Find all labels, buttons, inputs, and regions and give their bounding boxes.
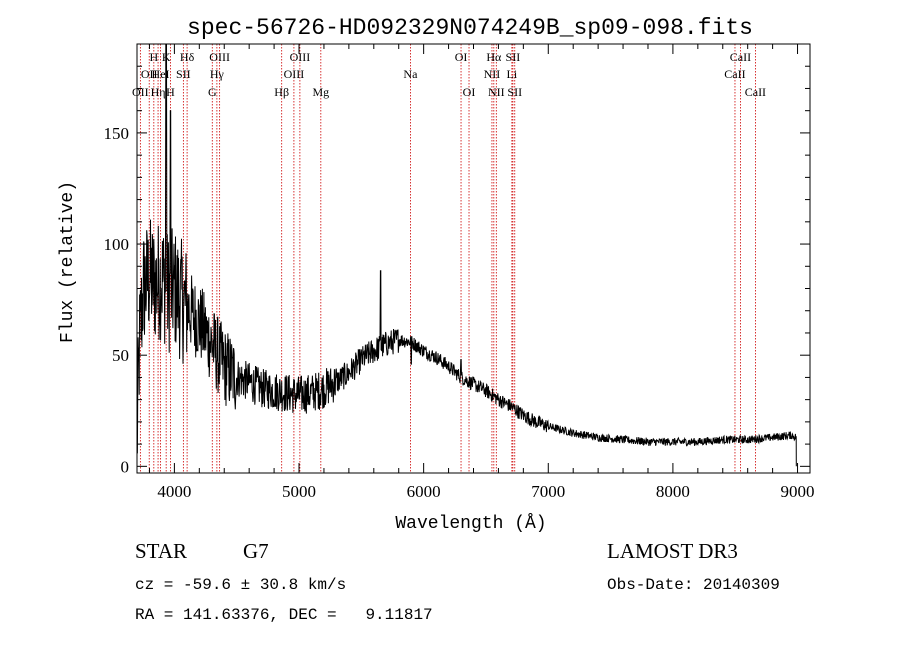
line-label: NII xyxy=(484,67,501,81)
line-label: OII xyxy=(132,85,149,99)
line-label: Hη xyxy=(151,85,166,99)
y-tick-label: 50 xyxy=(112,346,129,365)
line-label: Hα xyxy=(486,50,502,64)
x-tick-label: 7000 xyxy=(531,482,565,501)
line-labels: OIIOIIHHηHeIKHSIIHδGHγOIIIHβOIIIOIIIMgNa… xyxy=(132,50,766,99)
chart-title: spec-56726-HD092329N074249B_sp09-098.fit… xyxy=(187,15,753,41)
plot-frame xyxy=(136,43,811,474)
line-label: OIII xyxy=(290,50,311,64)
line-label: Mg xyxy=(312,85,329,99)
survey-name: LAMOST DR3 xyxy=(607,539,738,563)
x-axis-label: Wavelength (Å) xyxy=(395,513,546,534)
y-axis-label: Flux (relative) xyxy=(58,181,78,343)
line-markers xyxy=(139,44,756,473)
spectrum-line xyxy=(136,43,797,467)
line-label: OIII xyxy=(284,67,305,81)
line-label: CaII xyxy=(730,50,751,64)
x-tick-label: 4000 xyxy=(157,482,191,501)
line-label: SII xyxy=(507,85,522,99)
line-label: CaII xyxy=(745,85,766,99)
line-label: OI xyxy=(463,85,476,99)
line-label: NII xyxy=(488,85,505,99)
line-label: K xyxy=(162,50,171,64)
line-label: HeI xyxy=(152,67,170,81)
line-label: OII xyxy=(141,67,158,81)
line-label: SII xyxy=(506,50,521,64)
line-label: Hδ xyxy=(180,50,195,64)
redshift-text: cz = -59.6 ± 30.8 km/s xyxy=(135,576,346,594)
y-tick-label: 0 xyxy=(121,457,130,476)
line-label: SII xyxy=(176,67,191,81)
line-label: Hγ xyxy=(210,67,225,81)
line-label: OI xyxy=(455,50,468,64)
coordinates-text: RA = 141.63376, DEC = 9.11817 xyxy=(135,606,433,624)
line-label: CaII xyxy=(724,67,745,81)
footer: STAR G7 cz = -59.6 ± 30.8 km/s RA = 141.… xyxy=(135,539,780,624)
line-label: H xyxy=(166,85,175,99)
line-label: Li xyxy=(507,67,518,81)
object-type: STAR xyxy=(135,539,187,563)
line-label: Na xyxy=(403,67,418,81)
x-tick-label: 6000 xyxy=(407,482,441,501)
axis-ticks: 4000 5000 6000 7000 8000 9000 0 50 100 150 xyxy=(104,44,815,501)
obs-date: Obs-Date: 20140309 xyxy=(607,576,780,594)
line-label: OIII xyxy=(209,50,230,64)
spectrum-series xyxy=(136,43,797,467)
x-tick-label: 5000 xyxy=(282,482,316,501)
line-label: G xyxy=(208,85,217,99)
line-label: Hβ xyxy=(274,85,289,99)
spectral-subclass: G7 xyxy=(243,539,269,563)
y-tick-label: 150 xyxy=(104,124,130,143)
x-tick-label: 8000 xyxy=(656,482,690,501)
x-tick-label: 9000 xyxy=(781,482,815,501)
line-label: H xyxy=(149,50,158,64)
y-tick-label: 100 xyxy=(104,235,130,254)
